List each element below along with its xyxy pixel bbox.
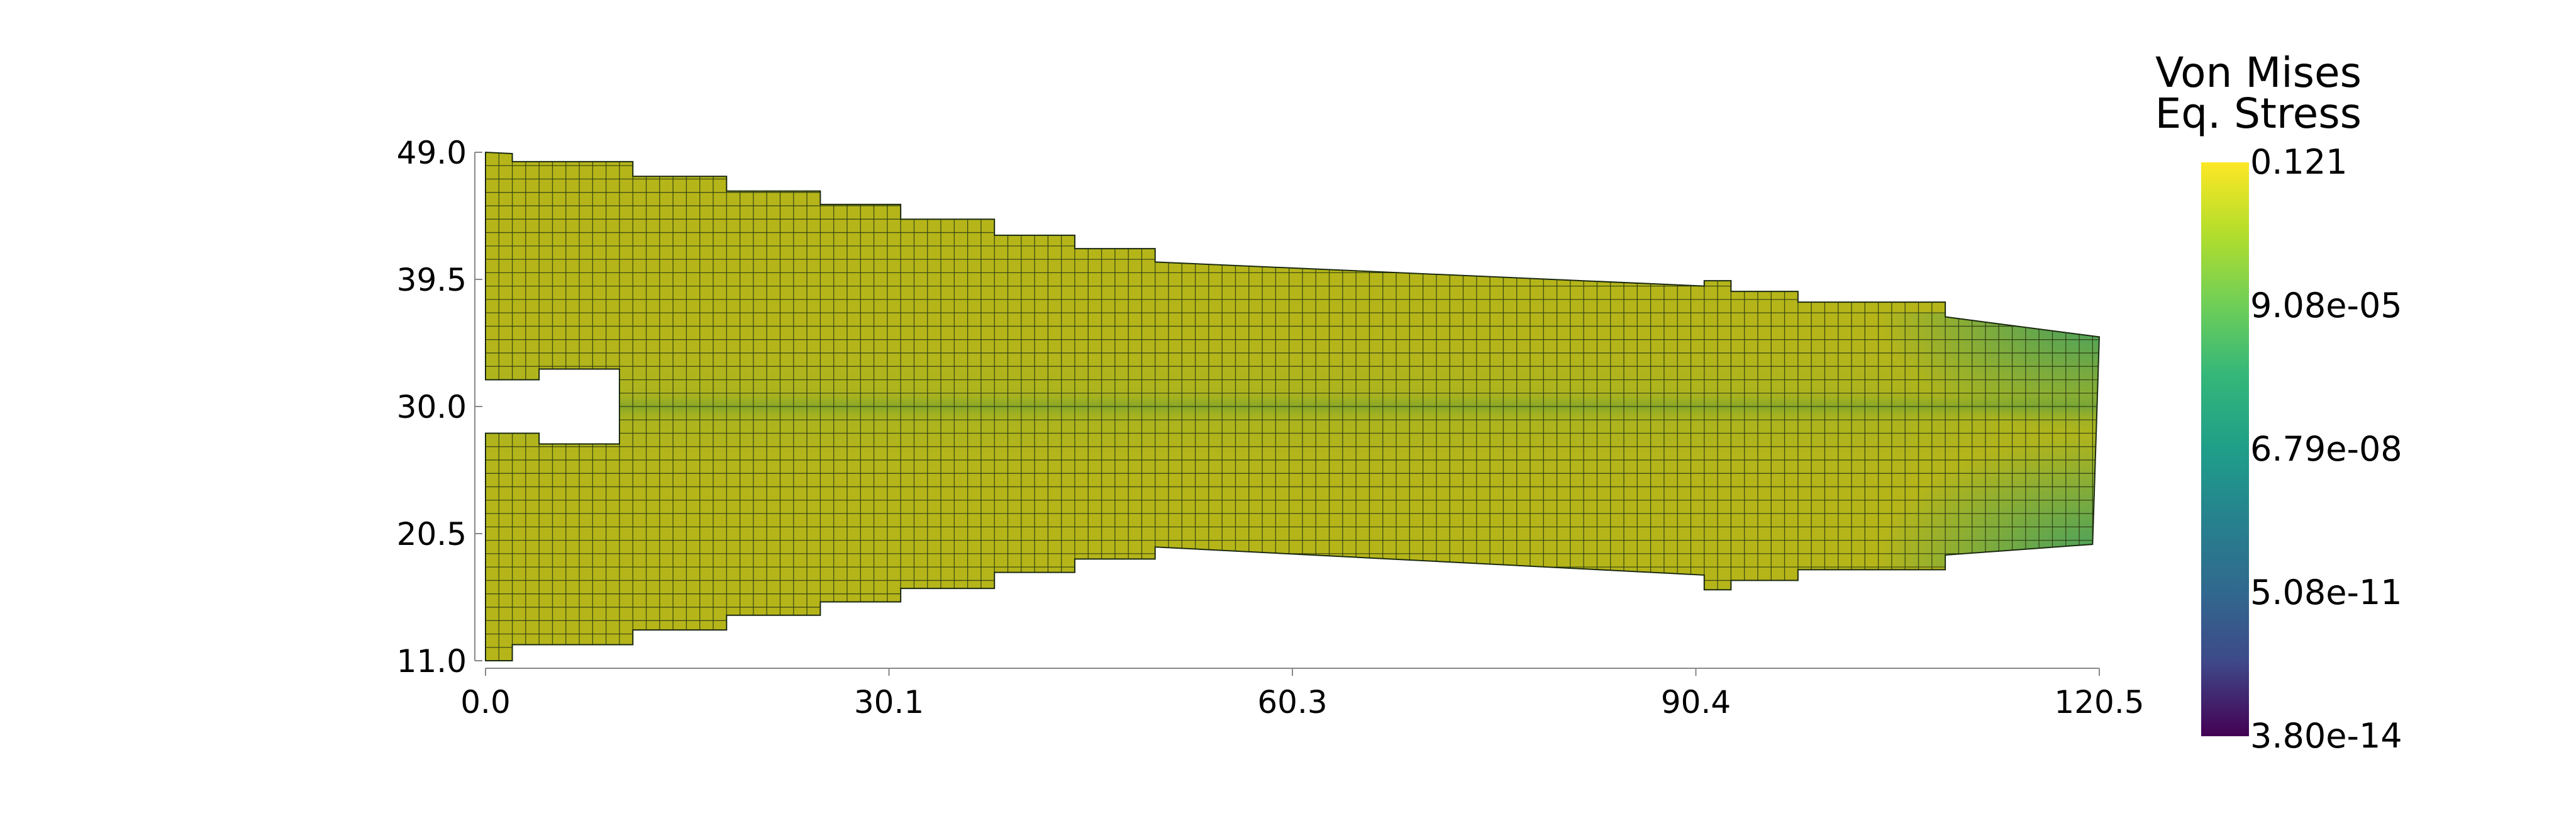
colorbar-title-line2: Eq. Stress	[2155, 89, 2362, 138]
y-tick-label: 49.0	[397, 135, 467, 171]
colorbar-tick-label: 9.08e-05	[2250, 286, 2402, 325]
colorbar-title-line1: Von Mises	[2155, 48, 2362, 97]
y-axis: 49.0 39.5 30.0 20.5 11.0	[397, 135, 482, 680]
y-tick-label: 11.0	[397, 643, 467, 680]
colorbar-tick-label: 5.08e-11	[2250, 573, 2402, 612]
y-tick-label: 30.0	[397, 389, 467, 425]
y-tick-label: 20.5	[397, 516, 467, 552]
x-tick-label: 30.1	[854, 684, 924, 720]
colorbar-gradient	[2201, 162, 2249, 736]
y-tick-label: 39.5	[397, 262, 467, 298]
x-tick-label: 90.4	[1661, 684, 1731, 720]
x-tick-label: 0.0	[460, 684, 511, 720]
colorbar: Von Mises Eq. Stress 0.121 9.08e-05 6.79e-…	[2155, 48, 2402, 756]
x-tick-label: 60.3	[1257, 684, 1327, 720]
mesh	[485, 151, 2101, 661]
colorbar-tick-label: 3.80e-14	[2250, 716, 2402, 756]
stress-hotspot-tip-upper	[1878, 313, 2099, 434]
colorbar-tick-label: 6.79e-08	[2250, 429, 2402, 469]
x-tick-label: 120.5	[2054, 684, 2144, 720]
x-axis: 0.0 30.1 60.3 90.4 120.5	[460, 668, 2145, 720]
colorbar-tick-label: 0.121	[2250, 142, 2348, 182]
mesh-outline	[485, 151, 2101, 661]
